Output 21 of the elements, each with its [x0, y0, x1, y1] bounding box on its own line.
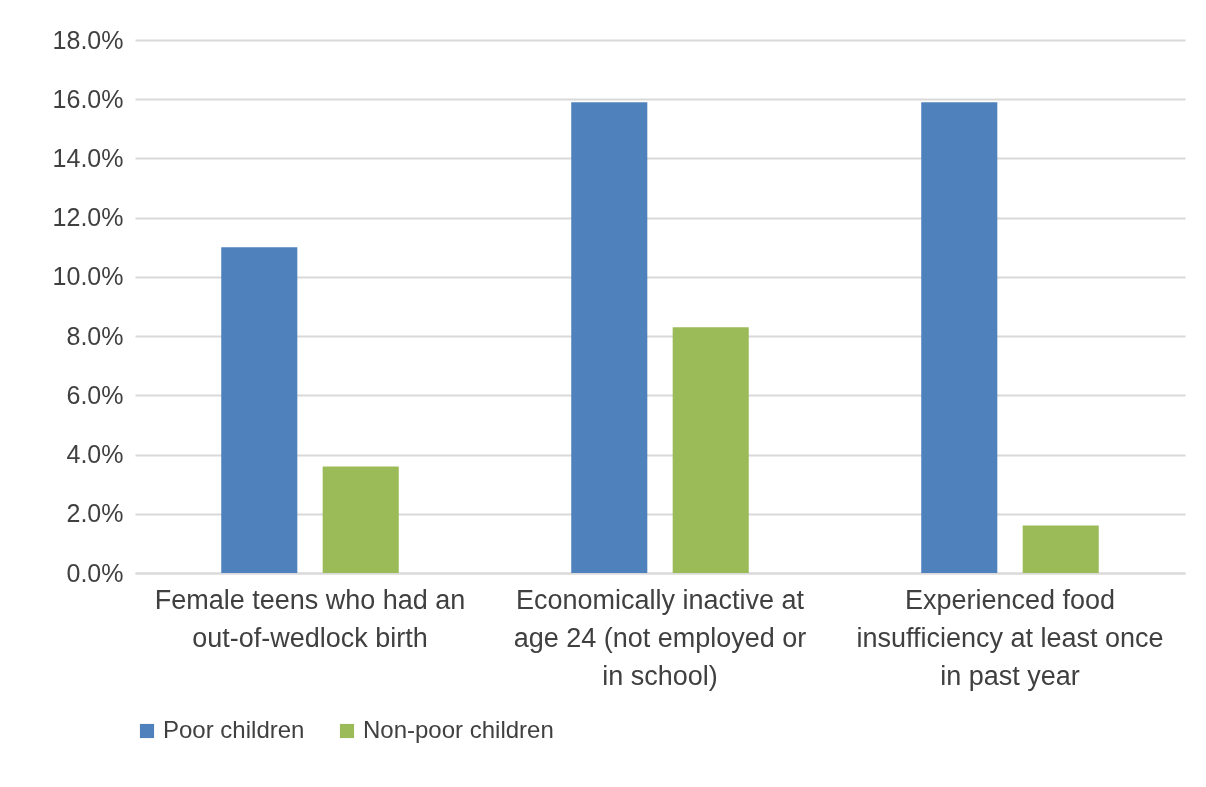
y-tick-label: 8.0%	[66, 321, 124, 350]
y-tick-label: 18.0%	[52, 25, 124, 54]
y-tick-label: 10.0%	[52, 262, 124, 291]
y-tick-label: 6.0%	[66, 380, 124, 409]
y-tick-label: 14.0%	[52, 143, 124, 172]
bar	[1022, 525, 1099, 573]
bar	[672, 327, 749, 573]
y-tick-label: 4.0%	[66, 440, 124, 469]
y-tick-label: 12.0%	[52, 203, 124, 232]
bar	[322, 466, 399, 573]
x-tick-label: Economically inactive at age 24 (not employed or in school)	[513, 584, 807, 691]
legend-label: Poor children	[163, 716, 305, 743]
x-tick-label: Female teens who had an out-of-wedlock birth	[154, 584, 466, 653]
y-tick-label: 16.0%	[52, 84, 124, 113]
bar	[921, 102, 998, 573]
x-tick-label: Experienced food insufficiency at least once in past year	[856, 584, 1164, 691]
y-tick-label: 0.0%	[66, 558, 124, 587]
legend-label: Non-poor children	[363, 716, 554, 743]
y-tick-label: 2.0%	[66, 499, 124, 528]
bar	[571, 102, 648, 573]
bar	[221, 247, 298, 573]
